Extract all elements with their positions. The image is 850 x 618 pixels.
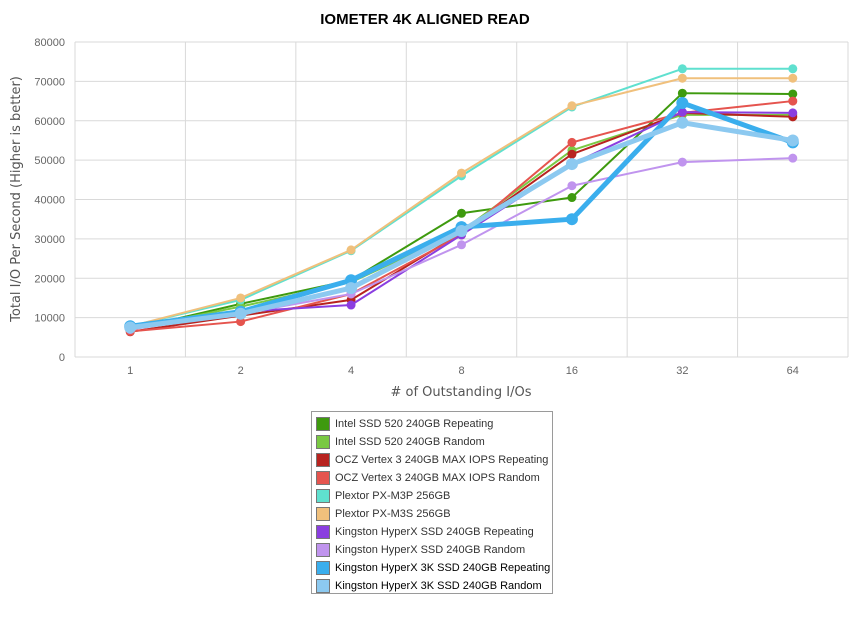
x-axis-label: # of Outstanding I/Os [390,385,531,400]
data-point [788,89,798,99]
x-tick-label: 32 [676,365,688,377]
data-point [565,213,578,226]
legend-item: OCZ Vertex 3 240GB MAX IOPS Random [316,469,552,487]
line-chart: IOMETER 4K ALIGNED READ 0 10000 20000 30000… [9,11,849,400]
y-axis-label: Total I/O Per Second (Higher is better) [9,76,24,323]
legend-swatch [316,417,330,431]
legend-label: Intel SSD 520 240GB Random [335,436,485,448]
legend-label: Kingston HyperX 3K SSD 240GB Repeating [335,562,551,574]
series-7 [125,107,798,333]
data-point [788,64,798,74]
legend-label: Plextor PX-M3P 256GB [335,490,451,502]
data-point [676,97,689,110]
legend-swatch [316,543,330,557]
legend-item: Kingston HyperX 3K SSD 240GB Repeating [316,559,552,577]
data-point [567,137,577,147]
x-tick-label: 16 [566,365,578,377]
data-point [788,108,798,118]
data-point [565,158,578,171]
data-point [457,208,466,218]
x-axis-ticks: 1 2 4 8 16 32 64 [127,365,799,377]
y-tick-label: 0 [59,352,65,364]
data-point [346,300,356,310]
chart-legend: Intel SSD 520 240GB Repeating Intel SSD 5… [311,411,553,594]
y-tick-label: 70000 [34,76,65,88]
data-point [786,134,799,147]
x-tick-label: 1 [127,365,133,377]
x-tick-label: 8 [458,365,464,377]
data-point [676,116,689,129]
chart-title: IOMETER 4K ALIGNED READ [320,11,530,28]
y-tick-label: 50000 [34,155,65,167]
y-tick-label: 30000 [34,234,65,246]
x-tick-label: 64 [787,365,799,377]
y-tick-label: 60000 [34,116,65,128]
data-point [677,88,687,98]
data-point [567,181,577,191]
x-tick-label: 4 [348,365,354,377]
data-point [788,153,798,163]
data-point [677,73,687,83]
data-point [236,293,246,303]
legend-label: OCZ Vertex 3 240GB MAX IOPS Random [335,472,540,484]
data-point [677,157,687,167]
legend-label: Intel SSD 520 240GB Repeating [335,418,494,430]
x-tick-label: 2 [238,365,244,377]
data-point [677,107,687,117]
data-point [234,307,247,320]
data-point [567,101,577,111]
series-5 [125,64,798,331]
y-tick-label: 80000 [34,37,65,49]
legend-swatch [316,453,330,467]
data-point [345,282,358,295]
legend-swatch [316,507,330,521]
y-tick-label: 20000 [34,273,65,285]
y-tick-label: 10000 [34,313,65,325]
legend-label: Kingston HyperX SSD 240GB Repeating [335,526,534,538]
series-10 [124,116,799,334]
legend-item: OCZ Vertex 3 240GB MAX IOPS Repeating [316,451,552,469]
legend-label: Plextor PX-M3S 256GB [335,508,451,520]
data-point [677,64,687,74]
legend-swatch [316,579,330,593]
legend-swatch [316,525,330,539]
legend-item: Plextor PX-M3P 256GB [316,487,552,505]
data-point [567,193,577,203]
series-6 [125,73,798,331]
legend-swatch [316,471,330,485]
legend-item: Intel SSD 520 240GB Random [316,433,552,451]
series-line [130,111,793,330]
legend-item: Kingston HyperX SSD 240GB Random [316,541,552,559]
legend-swatch [316,489,330,503]
legend-label: OCZ Vertex 3 240GB MAX IOPS Repeating [335,454,549,466]
legend-item: Kingston HyperX 3K SSD 240GB Random [316,577,552,595]
data-point [124,321,137,334]
data-point [457,168,466,178]
data-point [567,149,577,159]
legend-label: Kingston HyperX SSD 240GB Random [335,544,526,556]
data-point [788,96,798,106]
legend-item: Plextor PX-M3S 256GB [316,505,552,523]
legend-swatch [316,561,330,575]
legend-label: Kingston HyperX 3K SSD 240GB Random [335,580,542,592]
data-point [236,317,246,327]
data-point [788,73,798,83]
data-point [457,240,466,250]
legend-item: Kingston HyperX SSD 240GB Repeating [316,523,552,541]
y-axis-ticks: 0 10000 20000 30000 40000 50000 60000 70000 8000… [34,37,65,364]
y-tick-label: 40000 [34,195,65,207]
series-lines [124,64,799,337]
data-point [455,225,468,237]
legend-item: Intel SSD 520 240GB Repeating [316,415,552,433]
legend-swatch [316,435,330,449]
data-point [346,245,356,255]
